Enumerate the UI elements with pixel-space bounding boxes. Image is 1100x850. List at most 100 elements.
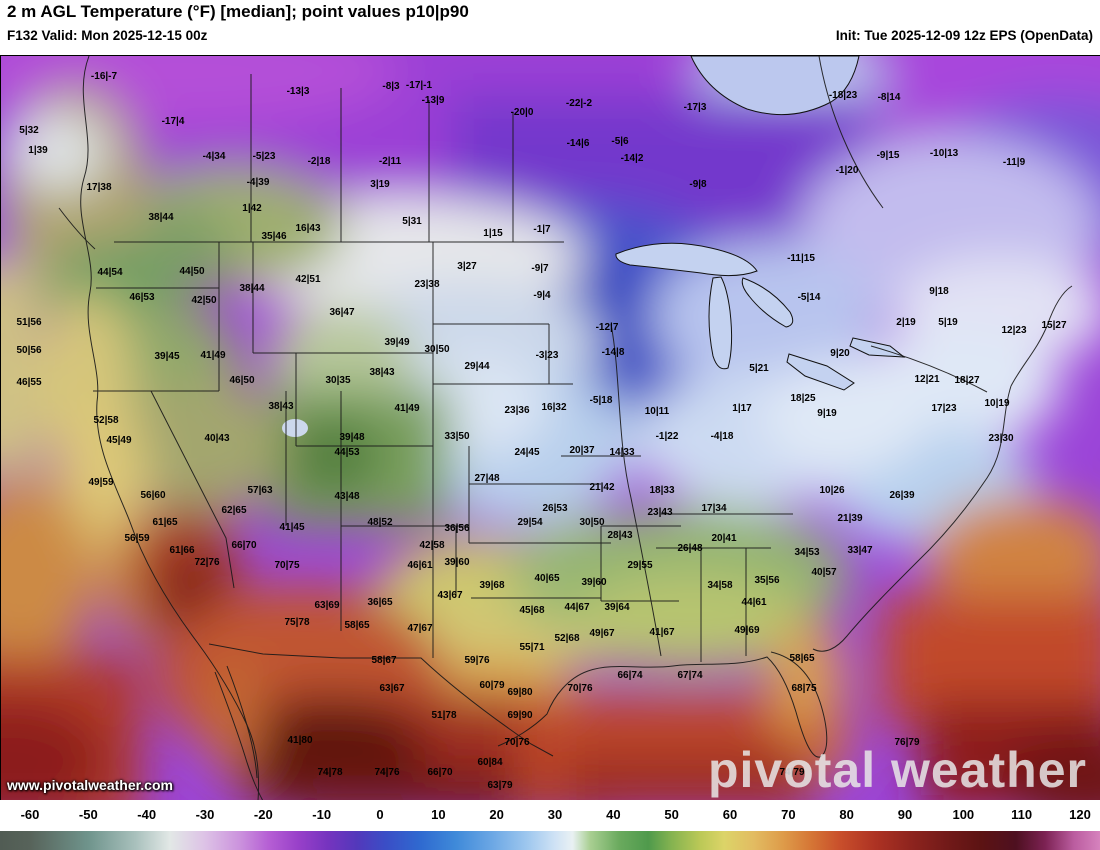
point-value: 74|76 <box>374 767 400 778</box>
point-value: 41|45 <box>279 522 305 533</box>
point-value: -13|3 <box>286 86 310 97</box>
point-value: 18|27 <box>954 375 980 386</box>
point-value: 70|76 <box>567 683 593 694</box>
point-value: 45|49 <box>106 435 132 446</box>
point-value: 2|19 <box>896 317 916 328</box>
point-value: -2|18 <box>307 156 331 167</box>
point-value: 38|43 <box>369 367 395 378</box>
point-value: 36|56 <box>444 523 470 534</box>
point-value: 28|43 <box>607 530 633 541</box>
point-value: 23|36 <box>504 405 530 416</box>
colorbar-tick: 80 <box>839 807 854 822</box>
point-value: -22|-2 <box>565 98 593 109</box>
point-value: -4|39 <box>246 177 270 188</box>
point-value: 66|74 <box>617 670 643 681</box>
point-value: 48|52 <box>367 517 393 528</box>
point-value: 3|19 <box>370 179 390 190</box>
point-value: 9|19 <box>817 408 837 419</box>
point-value: -12|7 <box>595 322 619 333</box>
point-value: 21|42 <box>589 482 615 493</box>
colorbar-tick: 70 <box>781 807 796 822</box>
point-value: 56|59 <box>124 533 150 544</box>
point-value: 60|84 <box>477 757 503 768</box>
point-value: 35|46 <box>261 231 287 242</box>
point-value: 51|56 <box>16 317 42 328</box>
point-value: 39|60 <box>581 577 607 588</box>
colorbar-ticks: -60 -50 -40 -30 -20 -10 0 10 20 30 40 50 60 70 80 90 100… <box>0 807 1100 825</box>
point-value: -14|2 <box>620 153 644 164</box>
point-value: 39|45 <box>154 351 180 362</box>
point-value: 62|65 <box>221 505 247 516</box>
point-value: -1|20 <box>835 165 859 176</box>
point-value: 18|33 <box>649 485 675 496</box>
point-value: -18|23 <box>828 90 858 101</box>
point-value: 60|79 <box>479 680 505 691</box>
colorbar-tick: 0 <box>376 807 384 822</box>
point-value: 42|58 <box>419 540 445 551</box>
point-value: 63|67 <box>379 683 405 694</box>
point-value: 5|21 <box>749 363 769 374</box>
point-value: 39|60 <box>444 557 470 568</box>
point-value: 49|69 <box>734 625 760 636</box>
page-title: 2 m AGL Temperature (°F) [median]; point… <box>7 2 469 21</box>
point-value: 68|75 <box>791 683 817 694</box>
point-value: 61|66 <box>169 545 195 556</box>
point-value: 75|78 <box>284 617 310 628</box>
temperature-field <box>1 56 1100 801</box>
point-value: 34|53 <box>794 547 820 558</box>
point-value: 29|44 <box>464 361 490 372</box>
point-value: 51|78 <box>431 710 457 721</box>
point-value: 40|43 <box>204 433 230 444</box>
colorbar-tick: 20 <box>489 807 504 822</box>
point-value: -2|11 <box>378 156 402 167</box>
point-value: 23|43 <box>647 507 673 518</box>
point-value: 44|53 <box>334 447 360 458</box>
point-value: -1|7 <box>533 224 551 235</box>
colorbar-tick: -60 <box>20 807 40 822</box>
point-value: 40|65 <box>534 573 560 584</box>
point-value: -4|18 <box>710 431 734 442</box>
point-value: 52|68 <box>554 633 580 644</box>
point-value: 26|48 <box>677 543 703 554</box>
point-value: 29|54 <box>517 517 543 528</box>
point-value: 33|50 <box>444 431 470 442</box>
point-value: 14|33 <box>609 447 635 458</box>
colorbar: -60 -50 -40 -30 -20 -10 0 10 20 30 40 50 60 70 80 90 100… <box>0 800 1100 850</box>
point-value: -14|6 <box>566 138 590 149</box>
point-value: 61|65 <box>152 517 178 528</box>
point-value: 39|68 <box>479 580 505 591</box>
point-value: 5|19 <box>938 317 958 328</box>
water-bodies <box>282 56 906 437</box>
point-value: -11|15 <box>787 253 815 264</box>
point-value: 16|32 <box>541 402 567 413</box>
point-value: 41|80 <box>287 735 313 746</box>
point-value: 17|23 <box>931 403 957 414</box>
point-value: 63|69 <box>314 600 340 611</box>
colorbar-tick: 110 <box>1011 807 1033 822</box>
point-value: 34|58 <box>707 580 733 591</box>
point-value: 74|79 <box>779 767 805 778</box>
point-value: -9|4 <box>533 290 551 301</box>
point-value: 29|55 <box>627 560 653 571</box>
point-value: -9|8 <box>689 179 707 190</box>
point-value: 52|58 <box>93 415 119 426</box>
point-value: 30|50 <box>424 344 450 355</box>
map-borders <box>58 56 1073 801</box>
point-value: 10|19 <box>984 398 1010 409</box>
point-value: 9|18 <box>929 286 949 297</box>
point-value: 70|75 <box>274 560 300 571</box>
point-value: 46|55 <box>16 377 42 388</box>
point-value: 26|53 <box>542 503 568 514</box>
point-value: 35|56 <box>754 575 780 586</box>
colorbar-tick: 30 <box>547 807 563 822</box>
point-value: -20|0 <box>510 107 534 118</box>
colorbar-tick: -30 <box>195 807 215 822</box>
point-value: -13|9 <box>421 95 445 106</box>
point-value: 5|32 <box>19 125 39 136</box>
point-value: 1|15 <box>483 228 503 239</box>
colorbar-tick: -40 <box>137 807 157 822</box>
point-value: 39|49 <box>384 337 410 348</box>
point-value: 38|44 <box>239 283 265 294</box>
point-value: 1|39 <box>28 145 48 156</box>
point-value: 12|23 <box>1001 325 1027 336</box>
